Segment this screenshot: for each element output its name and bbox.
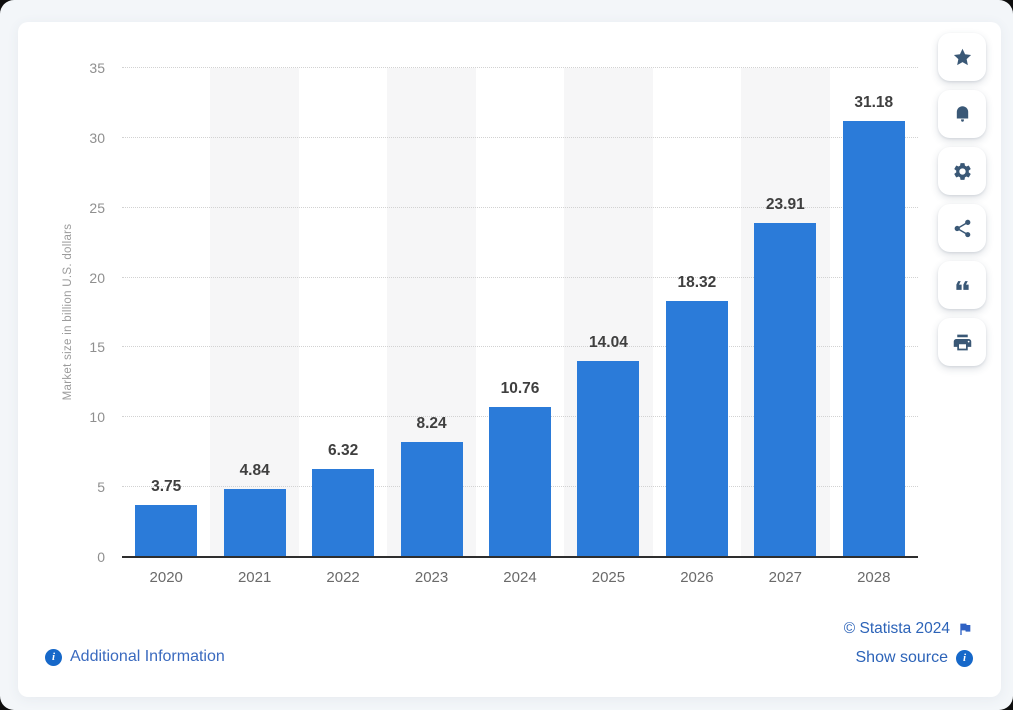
y-axis-tick-label: 15 bbox=[89, 339, 105, 356]
bar-value-label: 18.32 bbox=[677, 274, 717, 292]
bar[interactable] bbox=[135, 504, 198, 557]
bell-icon bbox=[956, 105, 968, 122]
x-axis-label: 2027 bbox=[768, 569, 803, 586]
gear-icon bbox=[953, 162, 971, 180]
gridline bbox=[122, 346, 918, 348]
y-axis-tick-label: 35 bbox=[89, 60, 105, 76]
y-axis-tick-label: 20 bbox=[89, 269, 105, 286]
info-icon: i bbox=[956, 649, 973, 667]
bar-value-label: 4.84 bbox=[239, 462, 270, 480]
copyright-row: © Statista 2024 bbox=[844, 620, 973, 638]
bar-value-label: 6.32 bbox=[328, 441, 359, 459]
favorite-button[interactable] bbox=[938, 33, 986, 81]
show-source-link[interactable]: Show source i bbox=[855, 649, 973, 667]
bar-value-label: 14.04 bbox=[589, 333, 628, 351]
y-axis-tick-label: 10 bbox=[89, 409, 105, 426]
gridline bbox=[122, 206, 918, 208]
chart-toolbar bbox=[938, 33, 986, 366]
x-axis-label: 2025 bbox=[591, 569, 626, 586]
flag-icon[interactable] bbox=[957, 621, 973, 637]
bar[interactable] bbox=[754, 222, 817, 557]
info-icon: i bbox=[45, 648, 62, 666]
x-axis-label: 2020 bbox=[149, 569, 183, 586]
chart-card: Market size in billion U.S. dollars 0 5 10… bbox=[18, 22, 1001, 697]
share-button[interactable] bbox=[938, 204, 986, 252]
print-button[interactable] bbox=[938, 318, 986, 366]
bar[interactable] bbox=[400, 441, 463, 557]
bar[interactable] bbox=[312, 468, 375, 557]
quote-icon bbox=[955, 280, 969, 290]
gridline bbox=[122, 276, 918, 278]
notification-button[interactable] bbox=[938, 90, 986, 138]
bar[interactable] bbox=[665, 301, 728, 557]
bar[interactable] bbox=[489, 406, 551, 557]
x-axis-label: 2028 bbox=[857, 569, 891, 586]
printer-icon bbox=[953, 334, 971, 350]
bar-value-label: 31.18 bbox=[854, 94, 894, 112]
x-axis-label: 2021 bbox=[237, 569, 272, 586]
bar-value-label: 3.75 bbox=[151, 477, 182, 495]
bar[interactable] bbox=[223, 489, 286, 557]
bar-value-label: 8.24 bbox=[416, 414, 447, 432]
x-axis-label: 2023 bbox=[414, 569, 449, 586]
additional-information-label: Additional Information bbox=[70, 648, 225, 665]
copyright-label: © Statista 2024 bbox=[843, 620, 950, 637]
bar[interactable] bbox=[842, 121, 905, 557]
y-axis-tick-label: 5 bbox=[97, 479, 105, 496]
y-axis-tick-label: 25 bbox=[89, 199, 105, 216]
x-axis-label: 2022 bbox=[326, 569, 360, 586]
star-icon bbox=[953, 48, 971, 65]
x-axis-label: 2024 bbox=[503, 569, 537, 586]
bar-value-label: 23.91 bbox=[765, 195, 805, 213]
gridline bbox=[122, 67, 918, 68]
cite-button[interactable] bbox=[938, 261, 986, 309]
bar-value-label: 10.76 bbox=[500, 379, 540, 397]
x-axis-line bbox=[122, 556, 918, 558]
settings-button[interactable] bbox=[938, 147, 986, 195]
show-source-label: Show source bbox=[855, 649, 949, 666]
y-axis-tick-label: 0 bbox=[97, 549, 105, 565]
column-stripe bbox=[210, 68, 299, 557]
gridline bbox=[122, 136, 918, 138]
bar[interactable] bbox=[577, 360, 640, 557]
share-icon bbox=[954, 219, 970, 237]
x-axis-label: 2026 bbox=[680, 569, 714, 586]
additional-information-link[interactable]: i Additional Information bbox=[45, 648, 225, 666]
y-axis-tick-label: 30 bbox=[89, 129, 105, 146]
